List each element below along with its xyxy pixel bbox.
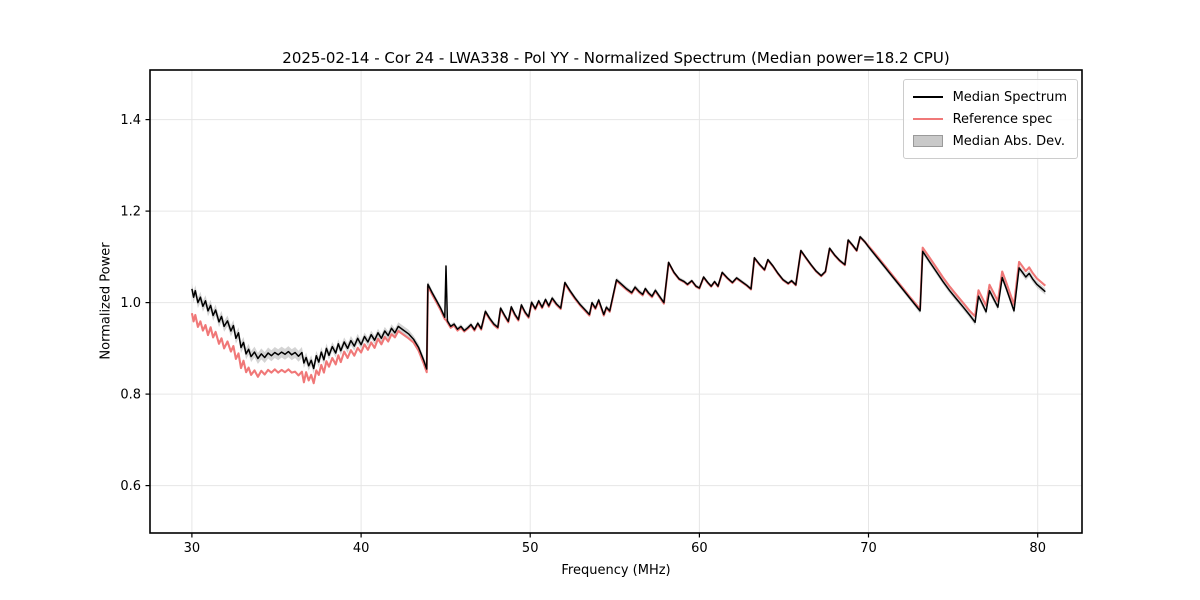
y-tick-label: 1.0 [120,296,141,311]
legend-row-median-spectrum: Median Spectrum [912,86,1067,108]
x-tick-label: 60 [691,541,708,556]
reference-spec-line-swatch [912,118,943,120]
y-tick-label: 1.4 [120,113,141,128]
x-tick-label: 40 [353,541,370,556]
legend-label-reference-spec: Reference spec [952,111,1053,127]
median-spectrum-line [191,236,1046,370]
legend-label-median-abs-dev: Median Abs. Dev. [952,133,1066,149]
y-tick-label: 1.2 [120,205,141,220]
legend-row-reference-spec: Reference spec [912,108,1067,130]
axes-spines [149,69,1083,534]
x-tick-label: 70 [860,541,877,556]
median-abs-dev-band-swatch [912,135,943,147]
x-tick-label: 50 [522,541,539,556]
legend: Median Spectrum Reference spec Median Ab… [902,79,1078,159]
y-axis-label: Normalized Power [98,242,114,360]
x-tick-label: 30 [184,541,201,556]
x-tick-label: 80 [1029,541,1046,556]
legend-row-median-abs-dev: Median Abs. Dev. [912,130,1067,152]
legend-label-median-spectrum: Median Spectrum [952,89,1067,105]
y-tick-label: 0.8 [120,388,141,403]
chart-title: 2025-02-14 - Cor 24 - LWA338 - Pol YY - … [282,49,950,67]
median-spectrum-line-swatch [912,96,943,98]
y-tick-label: 0.6 [120,479,141,494]
x-axis-label: Frequency (MHz) [561,563,671,578]
